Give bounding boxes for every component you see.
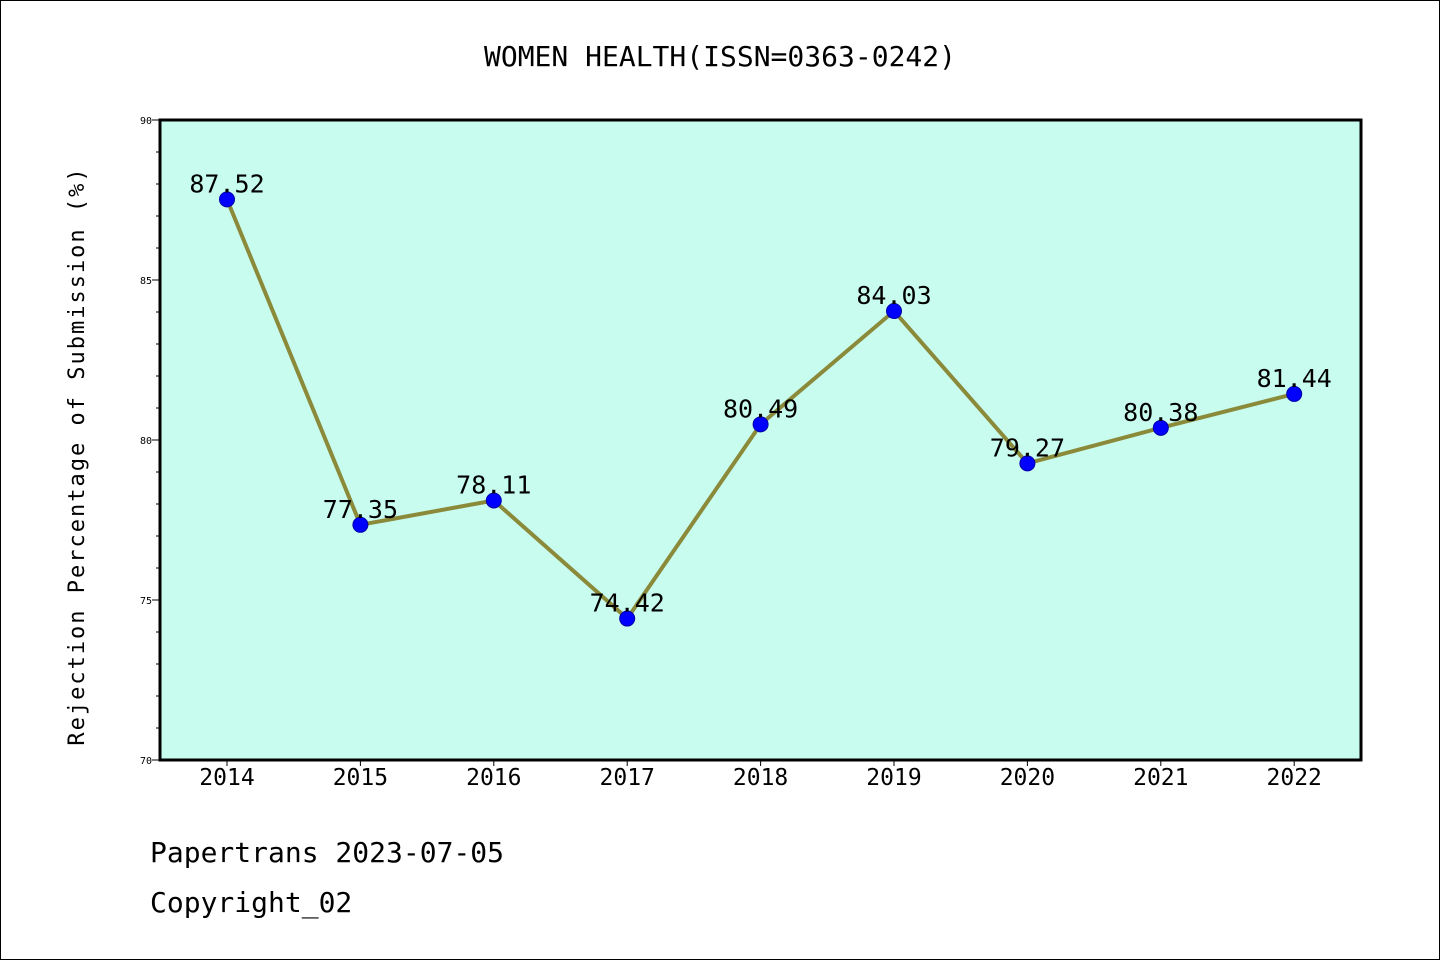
data-label: 74.42 [590,589,665,618]
data-point [619,610,636,627]
data-point [352,516,369,533]
data-label: 87.52 [189,169,264,198]
data-point [1286,385,1303,402]
x-tick-label: 2021 [1133,765,1188,791]
footer-date: Papertrans 2023-07-05 [150,836,505,869]
chart-title: WOMEN HEALTH(ISSN=0363-0242) [484,40,956,73]
x-tick-label: 2014 [199,765,254,791]
series-layer: 87.52 77.35 78.11 74.42 80.49 84.03 79.27 80.38… [189,169,1332,627]
y-tick-label: 90 [140,116,152,127]
y-axis-label: Rejection Percentage of Submission (%) [65,166,90,745]
data-point [886,303,902,320]
data-label: 77.35 [323,495,398,524]
data-label: 79.27 [990,433,1065,462]
x-axis: 2014 2015 2016 2017 2018 2019 2020 2021 2022 [199,760,1322,791]
data-label: 80.38 [1123,398,1198,427]
y-tick-label: 75 [140,596,152,607]
data-point [219,191,235,208]
y-tick-label: 70 [140,756,152,767]
data-label: 78.11 [456,470,531,499]
data-label: 80.49 [723,394,798,423]
data-point [1019,455,1036,472]
data-label: 81.44 [1257,364,1332,393]
y-tick-label: 80 [140,436,152,447]
data-point [485,492,502,509]
data-point [752,416,769,433]
x-tick-label: 2019 [866,765,921,791]
x-tick-label: 2015 [333,765,388,791]
footer-copyright: Copyright_02 [150,886,353,919]
x-tick-label: 2016 [466,765,521,791]
x-tick-label: 2017 [600,765,655,791]
x-tick-label: 2020 [1000,765,1055,791]
y-tick-label: 85 [140,276,152,287]
data-point [1152,419,1169,436]
x-tick-label: 2022 [1267,765,1322,791]
x-tick-label: 2018 [733,765,788,791]
plot-area [158,118,1363,762]
y-axis: 70 75 80 85 90 [140,116,160,767]
data-label: 84.03 [856,281,931,310]
